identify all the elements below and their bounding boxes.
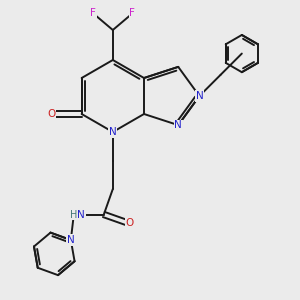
Text: N: N [196, 91, 203, 101]
Text: N: N [174, 120, 182, 130]
Text: F: F [90, 8, 96, 19]
Text: H: H [70, 209, 77, 220]
Text: N: N [77, 209, 85, 220]
Text: F: F [129, 8, 135, 19]
Text: N: N [109, 127, 117, 137]
Text: O: O [125, 218, 134, 229]
Text: O: O [47, 109, 56, 119]
Text: N: N [67, 235, 75, 245]
